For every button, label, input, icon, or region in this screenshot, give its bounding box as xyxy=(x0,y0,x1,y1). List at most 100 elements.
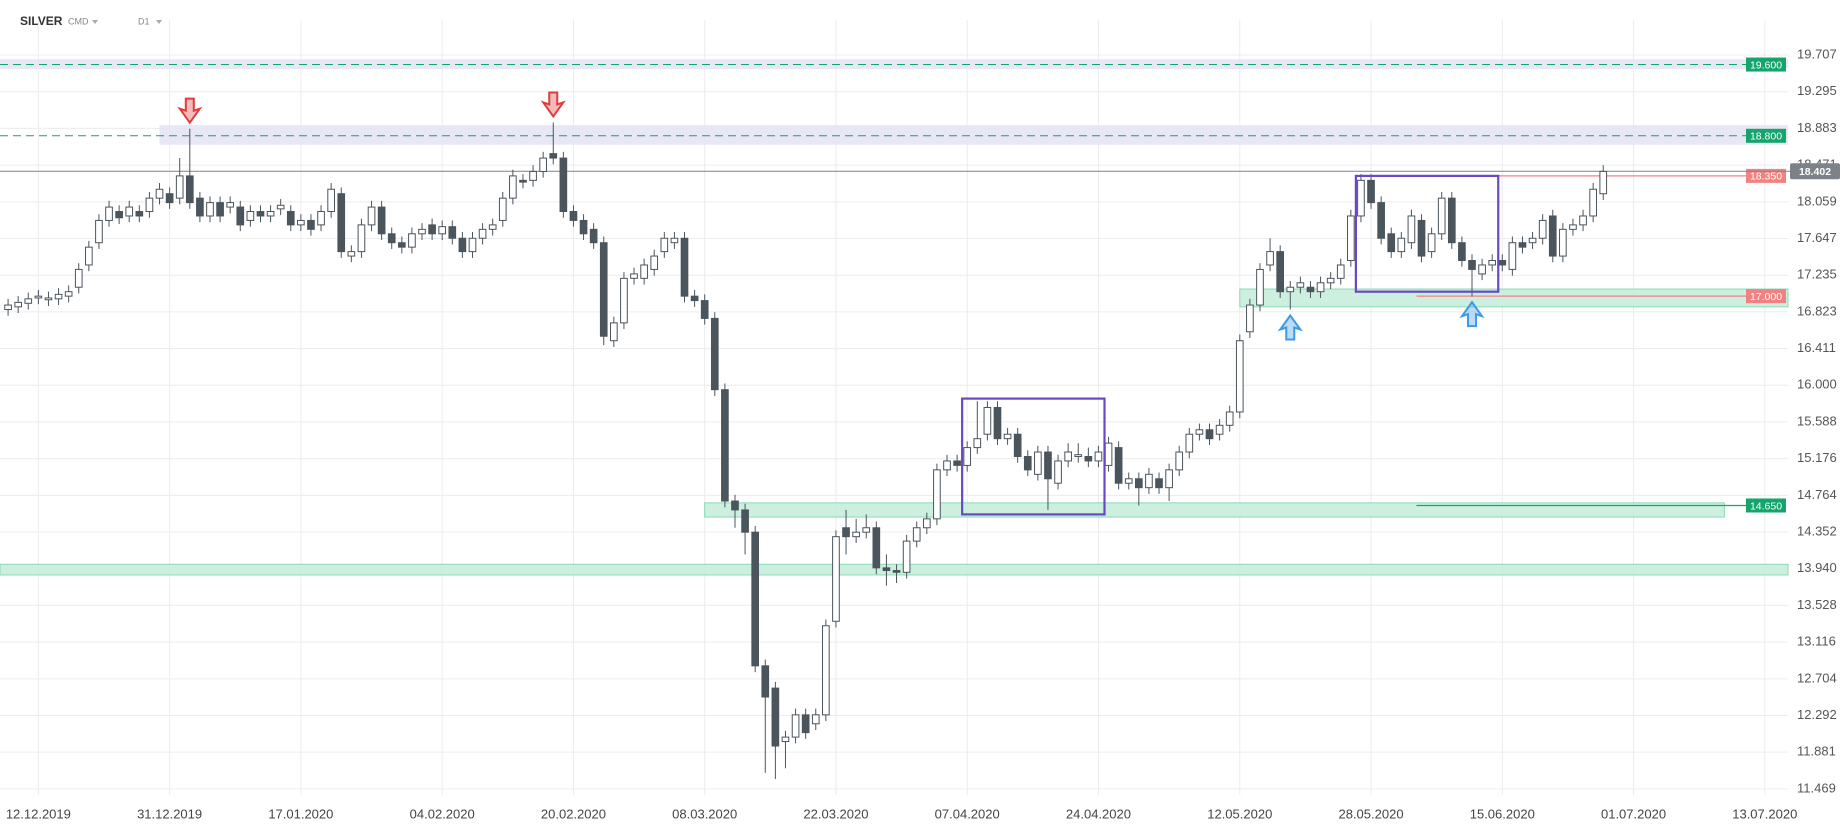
candle-body xyxy=(741,509,749,533)
x-tick-label: 13.07.2020 xyxy=(1732,806,1797,821)
candle-body xyxy=(882,567,891,572)
y-tick-label: 13.528 xyxy=(1797,597,1837,612)
candle-body xyxy=(660,237,669,253)
candle-body xyxy=(1347,215,1355,262)
candle-body xyxy=(135,211,144,217)
candle-body xyxy=(1407,215,1416,244)
candle-body xyxy=(791,714,800,738)
candle-body xyxy=(1246,304,1254,333)
candle-body xyxy=(1336,264,1345,279)
candle-body xyxy=(589,228,598,244)
candle-body xyxy=(155,188,164,199)
candle-body xyxy=(862,527,871,533)
candle-body xyxy=(1124,478,1133,484)
candle-body xyxy=(1306,286,1315,293)
zone xyxy=(0,59,1788,69)
candle-body xyxy=(892,570,901,573)
candle-body xyxy=(165,193,174,204)
candle-body xyxy=(438,226,447,235)
y-tick-label: 14.764 xyxy=(1797,487,1837,502)
x-tick-label: 24.04.2020 xyxy=(1066,806,1131,821)
candle-body xyxy=(842,527,850,538)
zone xyxy=(704,502,1725,518)
candle-body xyxy=(1185,433,1194,453)
candle-body xyxy=(1357,179,1365,217)
candle-body xyxy=(912,527,921,542)
x-tick-label: 01.07.2020 xyxy=(1601,806,1666,821)
candle-body xyxy=(1589,188,1597,217)
candle-body xyxy=(1498,260,1507,266)
candle-body xyxy=(690,295,699,302)
candle-body xyxy=(1175,451,1184,471)
candle-body xyxy=(620,277,628,324)
candle-body xyxy=(236,206,245,226)
candle-body xyxy=(1215,424,1224,435)
candle-body xyxy=(1286,286,1295,293)
candle-body xyxy=(1205,429,1214,440)
signal-arrow xyxy=(540,91,566,119)
candle-body xyxy=(4,304,12,311)
candle-body xyxy=(1094,451,1103,462)
x-tick-label: 20.02.2020 xyxy=(541,806,606,821)
y-tick-label: 16.000 xyxy=(1797,377,1837,392)
signal-arrow xyxy=(177,97,203,125)
y-tick-label: 18.059 xyxy=(1797,193,1837,208)
y-tick-label: 17.235 xyxy=(1797,267,1837,282)
y-tick-label: 14.352 xyxy=(1797,523,1837,538)
candle-body xyxy=(549,153,558,159)
x-tick-label: 12.12.2019 xyxy=(6,806,71,821)
candle-body xyxy=(822,625,830,716)
y-tick-label: 11.881 xyxy=(1797,744,1836,759)
candle-body xyxy=(872,527,881,569)
dropdown-icon[interactable] xyxy=(92,20,98,24)
level-label: 18.800 xyxy=(1750,131,1782,143)
candle-body xyxy=(1044,451,1052,480)
candle-body xyxy=(751,531,760,667)
candle-body xyxy=(1235,340,1244,413)
candle-body xyxy=(468,237,477,253)
candle-body xyxy=(408,233,416,248)
candle-body xyxy=(1569,224,1577,230)
level-tag xyxy=(1746,128,1786,143)
candle-body xyxy=(1064,451,1072,462)
candle-body xyxy=(1013,433,1022,457)
candle-body xyxy=(418,228,426,235)
candle-body xyxy=(1084,455,1093,462)
level-tag xyxy=(1746,498,1786,513)
interval[interactable]: D1 xyxy=(138,16,150,26)
candle-body xyxy=(185,175,194,204)
y-tick-label: 19.295 xyxy=(1797,83,1837,98)
candle-body xyxy=(1074,454,1083,457)
candle-body xyxy=(1054,460,1062,484)
candle-body xyxy=(993,407,1002,440)
symbol[interactable]: SILVER xyxy=(20,14,63,28)
level-tag xyxy=(1746,289,1786,304)
candle-body xyxy=(125,206,134,217)
candle-body xyxy=(670,237,679,244)
candle-body xyxy=(347,251,356,257)
candle-body xyxy=(1528,237,1537,244)
candle-body xyxy=(539,157,547,172)
candle-body xyxy=(1397,237,1406,253)
candle-body xyxy=(640,264,648,279)
candle-body xyxy=(327,188,335,213)
candle-body xyxy=(1326,277,1335,284)
candle-body xyxy=(266,211,275,217)
candle-body xyxy=(1165,469,1173,489)
x-tick-label: 07.04.2020 xyxy=(935,806,1000,821)
candle-body xyxy=(1114,447,1123,484)
candle-body xyxy=(297,219,305,226)
y-tick-label: 13.940 xyxy=(1797,560,1837,575)
candle-body xyxy=(1155,478,1163,489)
candle-body xyxy=(14,301,23,308)
candle-body xyxy=(1034,451,1042,475)
last-price-label: 18.402 xyxy=(1799,166,1831,178)
candle-body xyxy=(428,224,436,235)
candle-body xyxy=(1478,264,1486,275)
dropdown-icon[interactable] xyxy=(156,20,162,24)
candle-body xyxy=(286,211,295,226)
candle-body xyxy=(731,500,739,511)
candle-body xyxy=(397,242,406,248)
market[interactable]: CMD xyxy=(68,16,89,26)
